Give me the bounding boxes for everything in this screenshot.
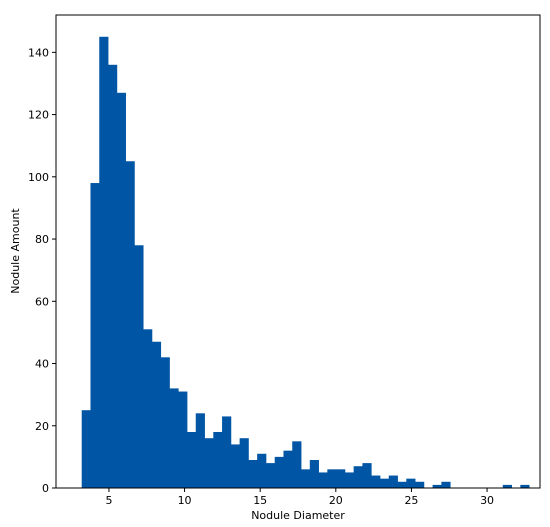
histogram-bar <box>301 469 311 488</box>
histogram-bar <box>274 456 284 488</box>
histogram-bar <box>432 484 442 488</box>
histogram-bar <box>344 472 355 488</box>
histogram-bar <box>108 64 118 488</box>
histogram-bar <box>116 92 126 488</box>
histogram-bar <box>134 245 144 488</box>
histogram-bar <box>125 161 135 488</box>
histogram-bar <box>204 438 214 488</box>
x-axis-ticks: 5 10 15 20 25 30 <box>105 488 494 507</box>
histogram-bar <box>248 459 258 488</box>
histogram-bar <box>81 410 91 488</box>
histogram-bar <box>406 478 416 488</box>
histogram-bar <box>327 469 337 488</box>
histogram-bar <box>441 481 451 488</box>
y-tick-label: 140 <box>28 46 49 59</box>
x-tick-label: 5 <box>105 494 112 507</box>
histogram-bar <box>160 357 170 488</box>
histogram-bar <box>151 341 162 488</box>
histogram-bar <box>309 459 319 488</box>
histogram-bar <box>230 444 241 488</box>
y-axis-ticks: 0 20 40 60 80 100 120 140 <box>28 46 56 495</box>
histogram-bar <box>379 478 390 488</box>
x-tick-label: 10 <box>178 494 192 507</box>
histogram-bar <box>99 36 109 488</box>
histogram-bar <box>90 183 100 488</box>
histogram-bar <box>178 391 188 488</box>
x-tick-label: 20 <box>329 494 343 507</box>
y-tick-label: 20 <box>35 420 49 433</box>
plot-frame <box>55 14 541 489</box>
y-tick-label: 40 <box>35 358 49 371</box>
y-tick-label: 0 <box>42 482 49 495</box>
y-tick-label: 100 <box>28 171 49 184</box>
histogram-bar <box>222 416 232 488</box>
histogram-bar <box>143 329 153 488</box>
histogram-bar <box>353 466 363 488</box>
histogram-bar <box>362 463 372 488</box>
x-tick-label: 30 <box>480 494 494 507</box>
x-tick-label: 25 <box>404 494 418 507</box>
x-axis-label: Nodule Diameter <box>251 509 345 522</box>
histogram-bar <box>336 469 346 488</box>
histogram-bar <box>169 388 179 488</box>
histogram-bar <box>415 481 425 488</box>
histogram-bar <box>195 413 205 488</box>
histogram-bar <box>186 431 197 488</box>
histogram-bar <box>239 438 249 488</box>
histogram-bar <box>397 481 407 488</box>
y-tick-label: 80 <box>35 233 49 246</box>
histogram-bar <box>388 475 398 488</box>
y-tick-label: 60 <box>35 295 49 308</box>
y-tick-label: 120 <box>28 109 49 122</box>
histogram-bar <box>213 431 223 488</box>
histogram-bar <box>257 453 267 488</box>
histogram-bar <box>318 472 328 488</box>
y-axis-label: Nodule Amount <box>9 208 22 294</box>
x-tick-label: 15 <box>253 494 267 507</box>
histogram-bar <box>520 484 530 488</box>
histogram-bar <box>283 450 293 488</box>
histogram-bars <box>81 36 530 488</box>
histogram-bar <box>502 484 512 488</box>
histogram-bar <box>292 441 302 488</box>
histogram-bar <box>265 463 276 488</box>
histogram-bar <box>371 475 381 488</box>
